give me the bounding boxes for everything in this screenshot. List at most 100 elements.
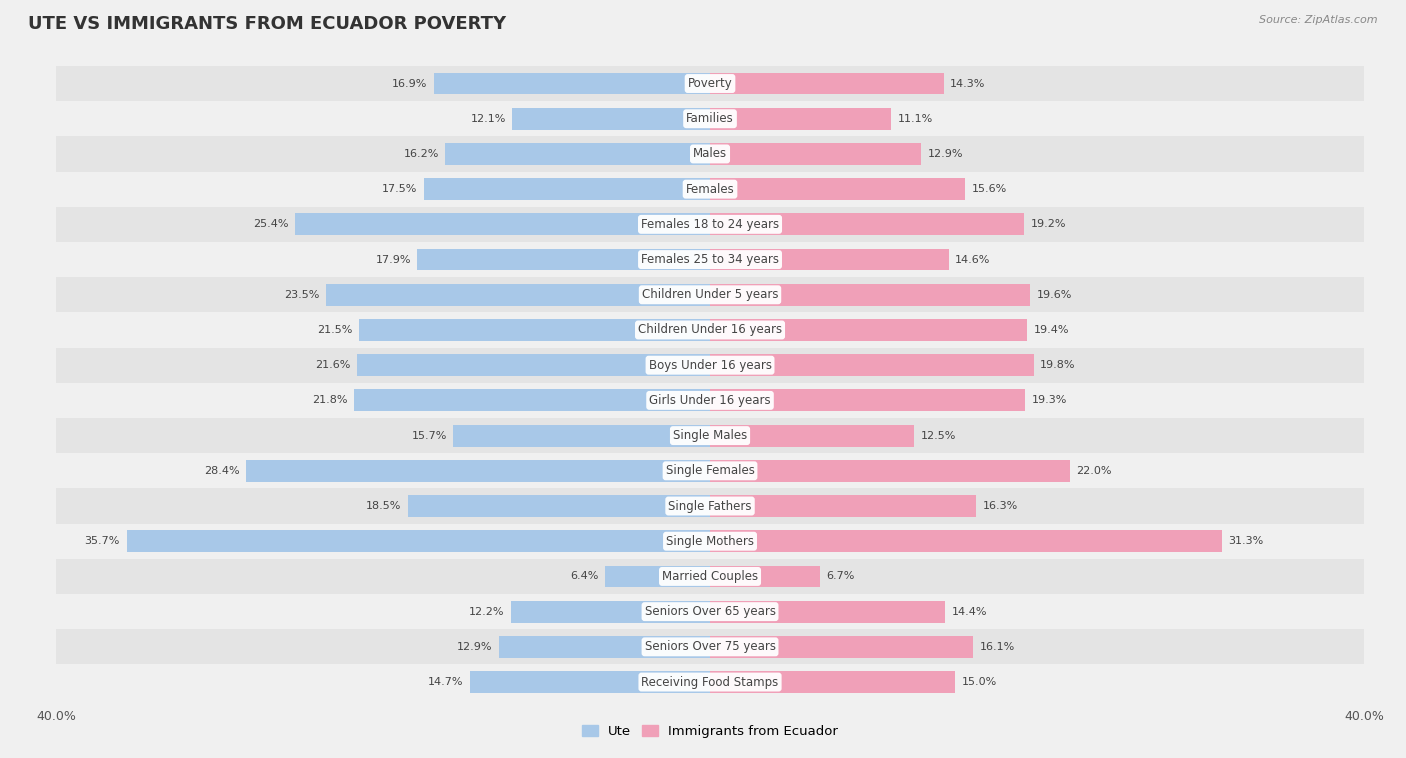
Bar bbox=[56, 559, 1364, 594]
Text: Children Under 5 years: Children Under 5 years bbox=[641, 288, 779, 301]
Bar bbox=[56, 348, 1364, 383]
Text: 15.0%: 15.0% bbox=[962, 677, 997, 687]
Bar bbox=[127, 531, 710, 552]
Text: Married Couples: Married Couples bbox=[662, 570, 758, 583]
Bar bbox=[510, 601, 710, 622]
Bar bbox=[512, 108, 710, 130]
Text: 16.2%: 16.2% bbox=[404, 149, 439, 159]
Bar bbox=[710, 178, 965, 200]
Bar bbox=[710, 108, 891, 130]
Bar bbox=[606, 565, 710, 587]
Text: Seniors Over 65 years: Seniors Over 65 years bbox=[644, 605, 776, 618]
Text: 14.3%: 14.3% bbox=[950, 79, 986, 89]
Text: 11.1%: 11.1% bbox=[898, 114, 934, 124]
Text: Families: Families bbox=[686, 112, 734, 125]
Text: 12.9%: 12.9% bbox=[928, 149, 963, 159]
Bar bbox=[710, 249, 949, 271]
Text: Poverty: Poverty bbox=[688, 77, 733, 90]
Bar bbox=[710, 424, 914, 446]
Bar bbox=[434, 73, 710, 95]
Text: 25.4%: 25.4% bbox=[253, 219, 288, 230]
Bar bbox=[354, 390, 710, 412]
Bar bbox=[710, 460, 1070, 482]
Bar bbox=[56, 66, 1364, 101]
Text: 6.4%: 6.4% bbox=[571, 572, 599, 581]
Bar bbox=[453, 424, 710, 446]
Bar bbox=[56, 383, 1364, 418]
Text: Girls Under 16 years: Girls Under 16 years bbox=[650, 394, 770, 407]
Bar bbox=[56, 488, 1364, 524]
Bar bbox=[710, 636, 973, 658]
Text: Single Females: Single Females bbox=[665, 465, 755, 478]
Text: 23.5%: 23.5% bbox=[284, 290, 319, 299]
Bar bbox=[710, 495, 976, 517]
Bar bbox=[710, 531, 1222, 552]
Bar bbox=[359, 319, 710, 341]
Text: 21.5%: 21.5% bbox=[316, 325, 352, 335]
Bar bbox=[710, 73, 943, 95]
Text: 14.4%: 14.4% bbox=[952, 606, 987, 617]
Bar bbox=[56, 101, 1364, 136]
Legend: Ute, Immigrants from Ecuador: Ute, Immigrants from Ecuador bbox=[576, 720, 844, 744]
Bar bbox=[710, 671, 955, 693]
Text: 16.1%: 16.1% bbox=[980, 642, 1015, 652]
Bar bbox=[710, 601, 945, 622]
Text: 15.6%: 15.6% bbox=[972, 184, 1007, 194]
Bar bbox=[56, 665, 1364, 700]
Bar bbox=[56, 453, 1364, 488]
Text: 19.8%: 19.8% bbox=[1040, 360, 1076, 370]
Bar bbox=[710, 565, 820, 587]
Bar bbox=[56, 312, 1364, 348]
Text: 18.5%: 18.5% bbox=[366, 501, 401, 511]
Text: 6.7%: 6.7% bbox=[827, 572, 855, 581]
Bar bbox=[710, 354, 1033, 376]
Bar bbox=[56, 418, 1364, 453]
Text: Boys Under 16 years: Boys Under 16 years bbox=[648, 359, 772, 371]
Bar bbox=[470, 671, 710, 693]
Bar bbox=[295, 214, 710, 235]
Bar bbox=[357, 354, 710, 376]
Bar bbox=[326, 283, 710, 305]
Text: 21.8%: 21.8% bbox=[312, 396, 347, 406]
Bar bbox=[56, 242, 1364, 277]
Text: 12.5%: 12.5% bbox=[921, 431, 956, 440]
Text: Seniors Over 75 years: Seniors Over 75 years bbox=[644, 641, 776, 653]
Text: 19.3%: 19.3% bbox=[1032, 396, 1067, 406]
Bar bbox=[418, 249, 710, 271]
Text: 12.9%: 12.9% bbox=[457, 642, 492, 652]
Bar bbox=[56, 277, 1364, 312]
Text: 14.6%: 14.6% bbox=[955, 255, 991, 265]
Text: Males: Males bbox=[693, 148, 727, 161]
Text: 16.3%: 16.3% bbox=[983, 501, 1018, 511]
Bar bbox=[56, 594, 1364, 629]
Bar bbox=[56, 629, 1364, 665]
Bar bbox=[499, 636, 710, 658]
Text: 31.3%: 31.3% bbox=[1229, 536, 1264, 547]
Bar bbox=[710, 283, 1031, 305]
Bar bbox=[56, 207, 1364, 242]
Bar bbox=[56, 136, 1364, 171]
Text: Females 18 to 24 years: Females 18 to 24 years bbox=[641, 218, 779, 231]
Bar bbox=[446, 143, 710, 164]
Text: Females 25 to 34 years: Females 25 to 34 years bbox=[641, 253, 779, 266]
Text: 28.4%: 28.4% bbox=[204, 466, 239, 476]
Text: Single Fathers: Single Fathers bbox=[668, 500, 752, 512]
Text: Single Mothers: Single Mothers bbox=[666, 534, 754, 548]
Text: Single Males: Single Males bbox=[673, 429, 747, 442]
Text: 22.0%: 22.0% bbox=[1076, 466, 1112, 476]
Text: 16.9%: 16.9% bbox=[392, 79, 427, 89]
Bar bbox=[56, 524, 1364, 559]
Text: 21.6%: 21.6% bbox=[315, 360, 350, 370]
Bar bbox=[710, 390, 1025, 412]
Text: 14.7%: 14.7% bbox=[427, 677, 463, 687]
Text: Receiving Food Stamps: Receiving Food Stamps bbox=[641, 675, 779, 688]
Bar bbox=[710, 319, 1028, 341]
Bar bbox=[710, 143, 921, 164]
Text: 12.2%: 12.2% bbox=[468, 606, 505, 617]
Text: 17.5%: 17.5% bbox=[382, 184, 418, 194]
Text: 35.7%: 35.7% bbox=[84, 536, 120, 547]
Text: 19.2%: 19.2% bbox=[1031, 219, 1066, 230]
Text: 19.6%: 19.6% bbox=[1038, 290, 1073, 299]
Bar bbox=[425, 178, 710, 200]
Text: Females: Females bbox=[686, 183, 734, 196]
